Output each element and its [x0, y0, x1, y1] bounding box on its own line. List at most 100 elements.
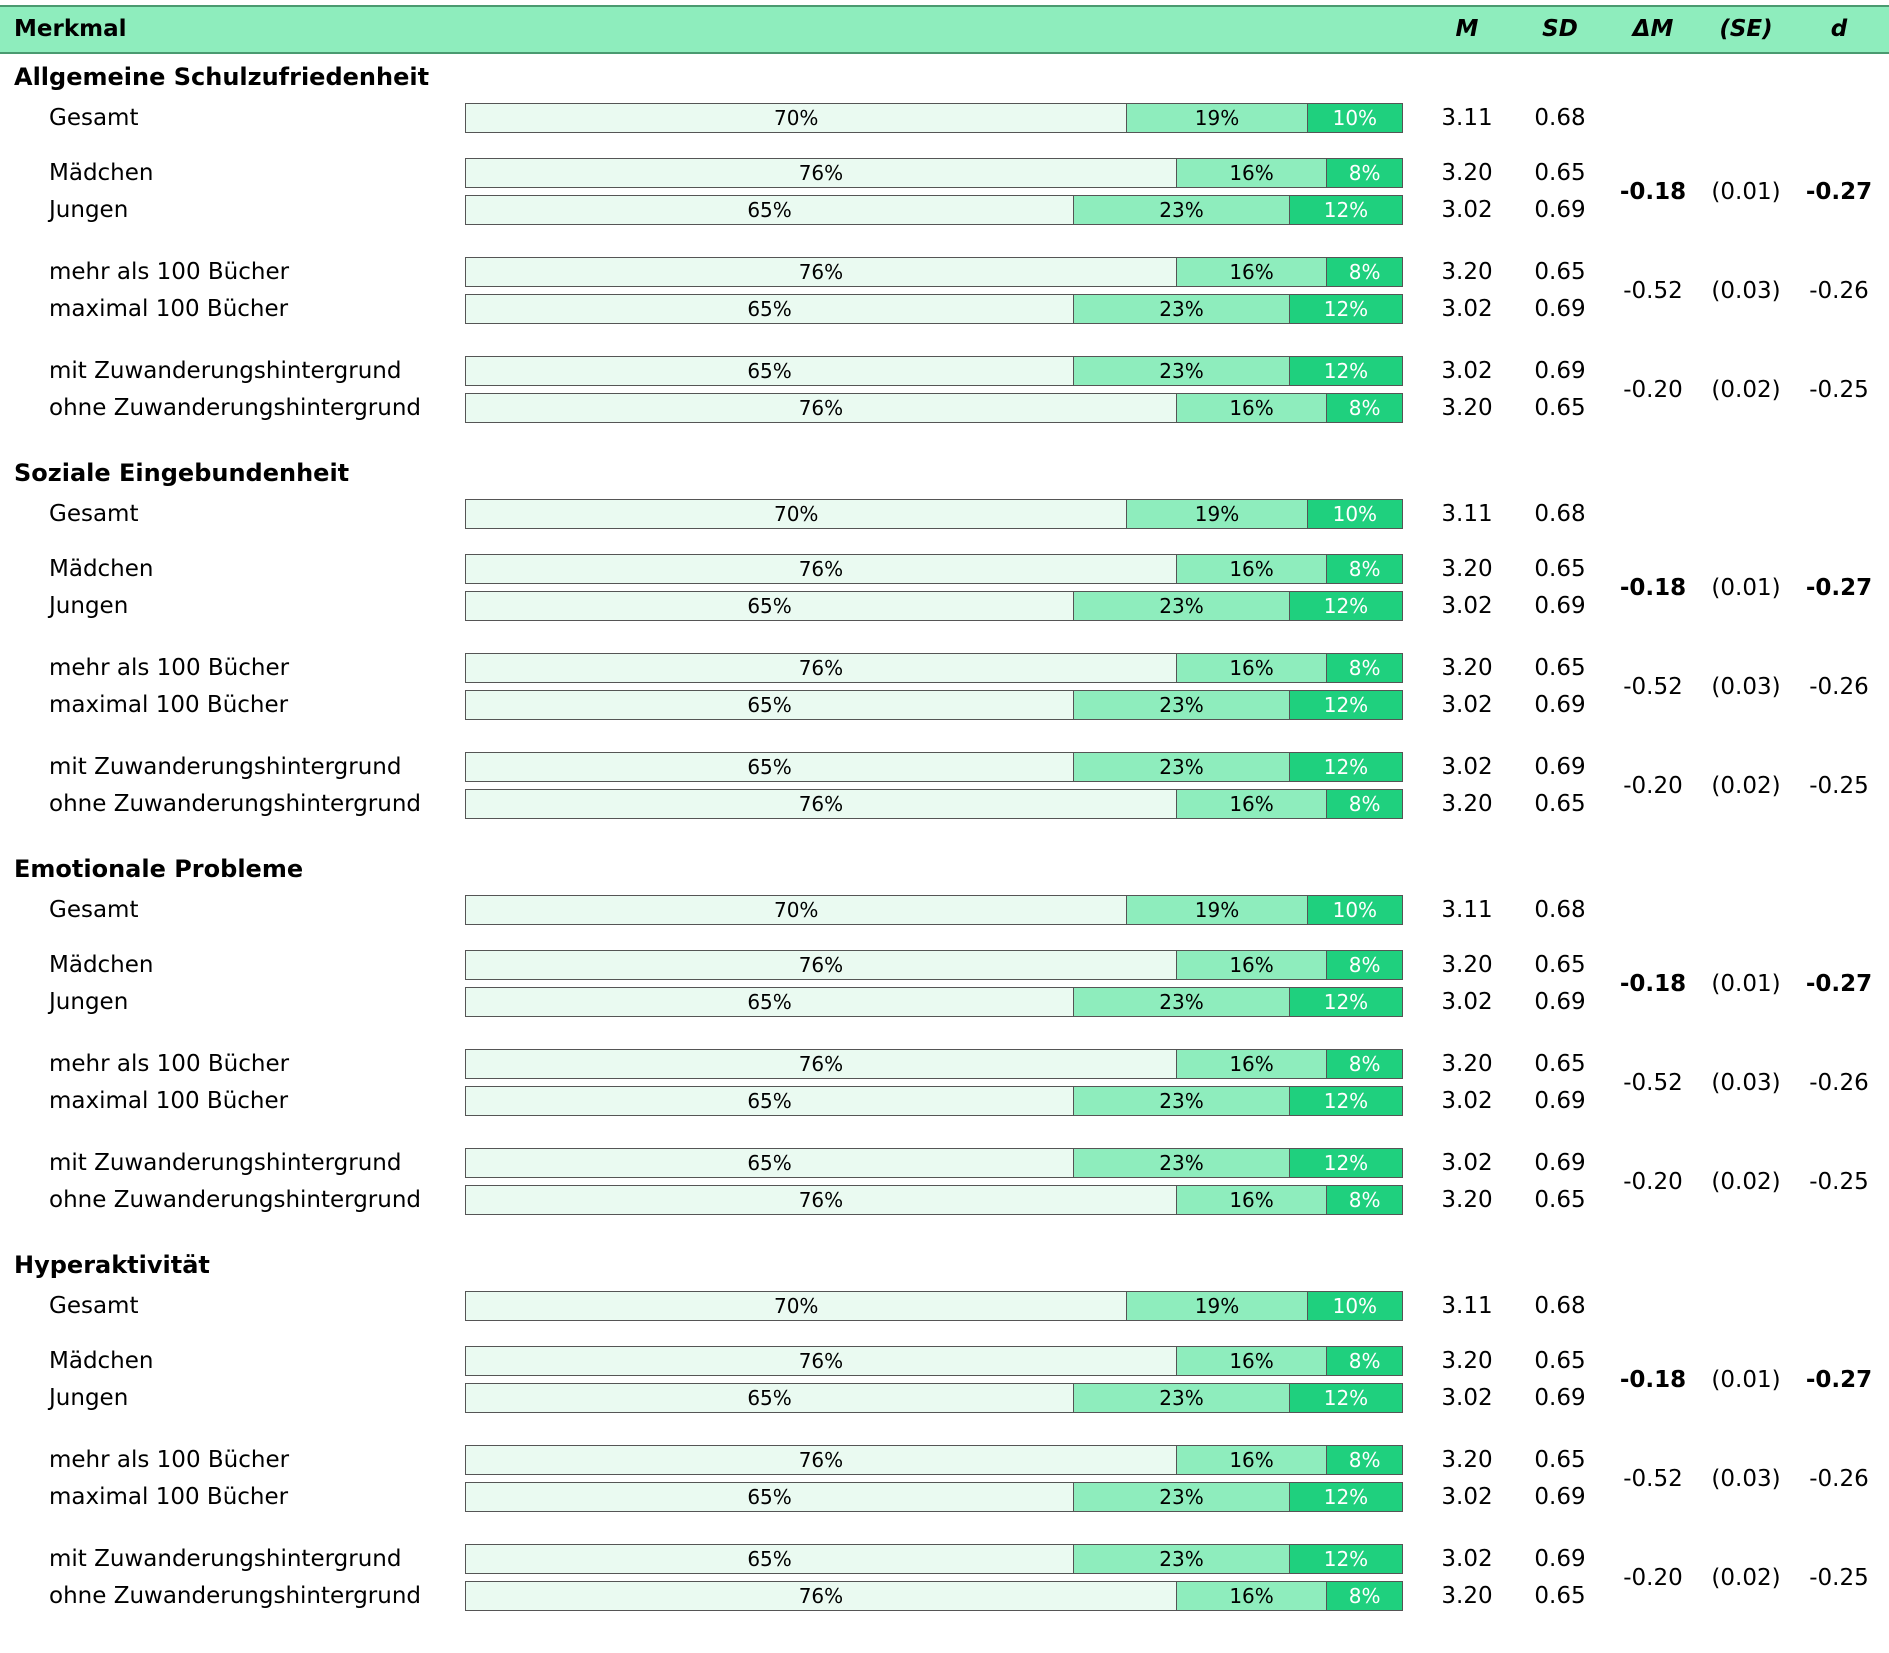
bar-segment: 76% [466, 1582, 1176, 1610]
row-label: Gesamt [49, 897, 139, 923]
bar-segment: 23% [1073, 357, 1289, 385]
header-se: (SE) [1719, 16, 1773, 42]
value-m: 3.02 [1441, 1484, 1493, 1510]
bar-segment: 76% [466, 555, 1176, 583]
bar-segment: 70% [466, 896, 1127, 924]
value-sd: 0.69 [1534, 692, 1586, 718]
value-m: 3.02 [1441, 296, 1493, 322]
value-se: (0.01) [1711, 970, 1781, 997]
row-label: maximal 100 Bücher [49, 1484, 289, 1510]
bar-segment: 8% [1326, 394, 1402, 422]
bar-segment: 12% [1288, 1149, 1402, 1177]
value-delta-m: -0.52 [1623, 1465, 1683, 1492]
bar-segment: 12% [1288, 357, 1402, 385]
value-se: (0.03) [1711, 277, 1781, 304]
stacked-bar: 65% 23% 12% [465, 1148, 1403, 1178]
row-label: Jungen [49, 989, 129, 1015]
value-sd: 0.65 [1534, 1348, 1586, 1374]
value-sd: 0.69 [1534, 1385, 1586, 1411]
bar-segment: 76% [466, 159, 1176, 187]
bar-segment: 16% [1175, 555, 1327, 583]
bar-segment: 76% [466, 1446, 1176, 1474]
header-merkmal: Merkmal [14, 16, 127, 42]
bar-segment: 12% [1288, 1384, 1402, 1412]
value-se: (0.03) [1711, 673, 1781, 700]
stacked-bar: 76% 16% 8% [465, 1445, 1403, 1475]
value-sd: 0.65 [1534, 655, 1586, 681]
value-se: (0.02) [1711, 1564, 1781, 1591]
value-se: (0.03) [1711, 1069, 1781, 1096]
bar-segment: 12% [1288, 988, 1402, 1016]
bar-segment: 65% [466, 753, 1074, 781]
row-label: Mädchen [49, 556, 154, 582]
bar-segment: 12% [1288, 295, 1402, 323]
value-sd: 0.69 [1534, 1546, 1586, 1572]
stacked-bar: 65% 23% 12% [465, 356, 1403, 386]
value-delta-m: -0.18 [1619, 970, 1687, 997]
row-label: Mädchen [49, 160, 154, 186]
bar-segment: 10% [1306, 896, 1402, 924]
value-sd: 0.65 [1534, 395, 1586, 421]
bar-segment: 8% [1326, 1582, 1402, 1610]
bar-segment: 16% [1175, 1050, 1327, 1078]
value-sd: 0.65 [1534, 791, 1586, 817]
row-label: ohne Zuwanderungshintergrund [49, 791, 422, 817]
row-label: maximal 100 Bücher [49, 1088, 289, 1114]
stacked-bar: 76% 16% 8% [465, 1346, 1403, 1376]
value-m: 3.20 [1441, 259, 1493, 285]
value-sd: 0.65 [1534, 952, 1586, 978]
stacked-bar: 70% 19% 10% [465, 895, 1403, 925]
value-sd: 0.65 [1534, 259, 1586, 285]
bar-segment: 65% [466, 1087, 1074, 1115]
value-sd: 0.69 [1534, 989, 1586, 1015]
bar-segment: 8% [1326, 1186, 1402, 1214]
row-label: Jungen [49, 197, 129, 223]
bar-segment: 8% [1326, 1446, 1402, 1474]
section-title: Allgemeine Schulzufriedenheit [14, 63, 430, 91]
bar-segment: 76% [466, 790, 1176, 818]
value-sd: 0.69 [1534, 593, 1586, 619]
bar-segment: 10% [1306, 500, 1402, 528]
bar-segment: 10% [1306, 104, 1402, 132]
bar-segment: 8% [1326, 258, 1402, 286]
row-label: Mädchen [49, 952, 154, 978]
bar-segment: 23% [1073, 691, 1289, 719]
value-m: 3.11 [1441, 105, 1493, 131]
bar-segment: 16% [1175, 159, 1327, 187]
bar-segment: 23% [1073, 1545, 1289, 1573]
stacked-bar: 76% 16% 8% [465, 789, 1403, 819]
bar-segment: 12% [1288, 1483, 1402, 1511]
row-label: mehr als 100 Bücher [49, 1051, 290, 1077]
row-label: Mädchen [49, 1348, 154, 1374]
bar-segment: 12% [1288, 196, 1402, 224]
bar-segment: 12% [1288, 1545, 1402, 1573]
bar-segment: 65% [466, 1149, 1074, 1177]
stacked-bar: 65% 23% 12% [465, 591, 1403, 621]
bar-segment: 76% [466, 1186, 1176, 1214]
stacked-bar: 65% 23% 12% [465, 690, 1403, 720]
bar-segment: 65% [466, 1483, 1074, 1511]
value-m: 3.02 [1441, 754, 1493, 780]
value-d: -0.27 [1805, 970, 1873, 997]
header-delta-m: ΔM [1632, 16, 1674, 42]
value-delta-m: -0.18 [1619, 574, 1687, 601]
value-sd: 0.69 [1534, 358, 1586, 384]
value-sd: 0.69 [1534, 1088, 1586, 1114]
value-delta-m: -0.52 [1623, 1069, 1683, 1096]
value-m: 3.11 [1441, 1293, 1493, 1319]
bar-segment: 65% [466, 592, 1074, 620]
bar-segment: 70% [466, 1292, 1127, 1320]
value-sd: 0.65 [1534, 1051, 1586, 1077]
value-m: 3.20 [1441, 160, 1493, 186]
bar-segment: 12% [1288, 592, 1402, 620]
row-label: mit Zuwanderungshintergrund [49, 1546, 402, 1572]
stacked-bar: 70% 19% 10% [465, 499, 1403, 529]
row-label: mit Zuwanderungshintergrund [49, 754, 402, 780]
value-m: 3.02 [1441, 1546, 1493, 1572]
value-sd: 0.68 [1534, 105, 1586, 131]
stacked-bar: 65% 23% 12% [465, 752, 1403, 782]
bar-segment: 65% [466, 1384, 1074, 1412]
bar-segment: 23% [1073, 1149, 1289, 1177]
row-label: mehr als 100 Bücher [49, 1447, 290, 1473]
row-label: maximal 100 Bücher [49, 692, 289, 718]
